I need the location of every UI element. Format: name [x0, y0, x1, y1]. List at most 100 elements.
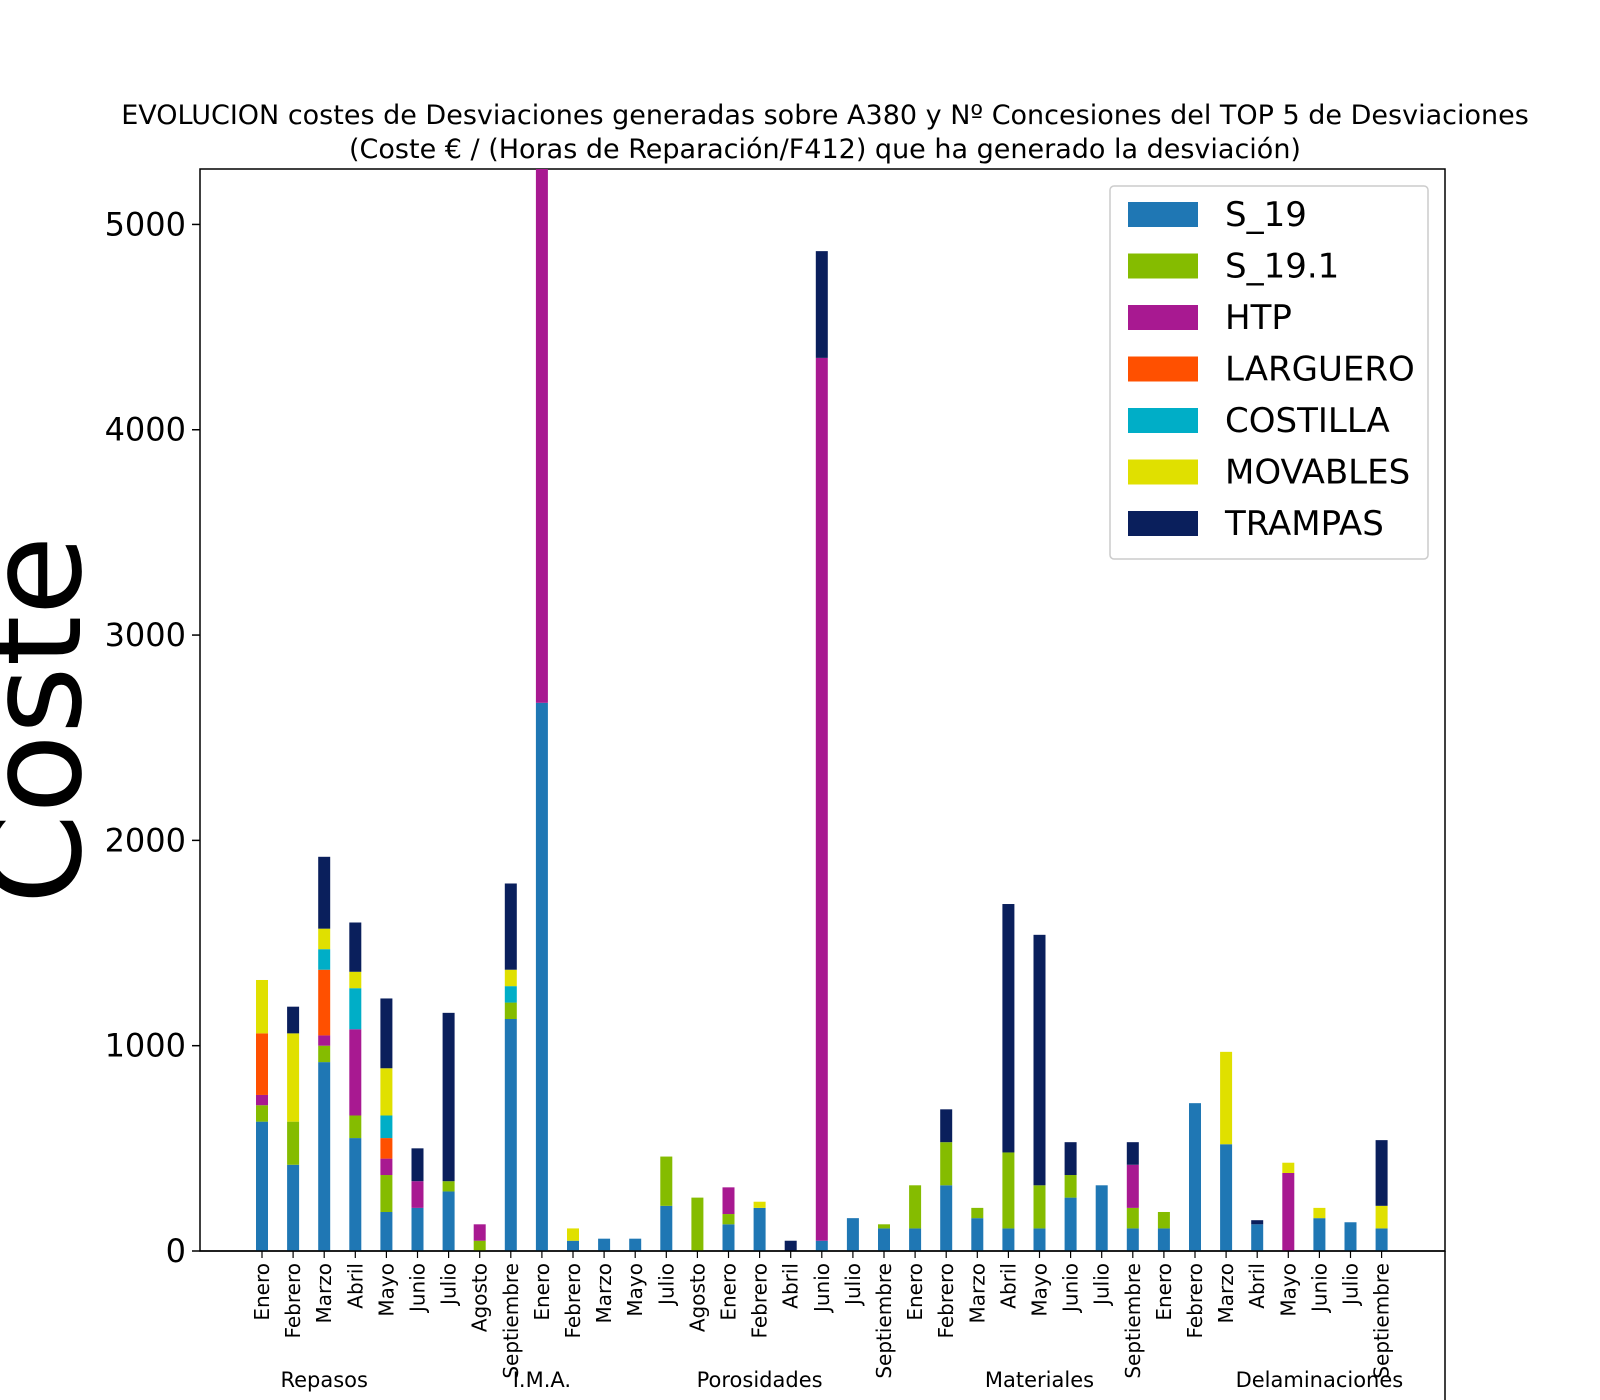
bar-segment-s-19-29 [1157, 1228, 1170, 1251]
group-labels: Repasos I.M.A. Porosidades Materiales Delami… [280, 1368, 1403, 1392]
x-tick-label-2: Marzo [312, 1263, 336, 1323]
bar-segment-larguero-2 [318, 969, 331, 1036]
bar-segment-htp-15 [722, 1187, 735, 1215]
legend-label-s-19-1: S_19.1 [1225, 247, 1339, 287]
bar-segment-htp-18 [815, 357, 828, 1241]
bar-segment-trampas-28 [1126, 1142, 1139, 1165]
x-tick-label-12: Mayo [623, 1263, 647, 1317]
bar-segment-trampas-22 [940, 1109, 953, 1143]
x-tick-label-32: Abril [1245, 1263, 1269, 1309]
legend-swatch-s-19-1 [1128, 253, 1198, 279]
bar-segment-movables-10 [567, 1228, 579, 1241]
x-tick-label-4: Mayo [374, 1263, 398, 1317]
x-tick-label-13: Julio [654, 1263, 678, 1307]
bar-segment-htp-33 [1282, 1172, 1295, 1251]
bar-segment-larguero-4 [380, 1138, 393, 1159]
x-tick-label-24: Abril [996, 1263, 1020, 1309]
bar-segment-s-19-1-29 [1157, 1211, 1170, 1229]
bar-segment-movables-0 [256, 979, 268, 1034]
x-tick-label-28: Septiembre [1121, 1263, 1145, 1379]
chart-subtitle: (Coste € / (Horas de Reparación/F412) qu… [349, 134, 1301, 165]
bar-segment-htp-5 [411, 1181, 424, 1208]
x-tick-label-11: Marzo [592, 1263, 616, 1323]
bar-segment-s-19-1-21 [909, 1185, 922, 1229]
x-tick-label-1: Febrero [281, 1263, 305, 1339]
x-tick-label-9: Enero [530, 1263, 554, 1321]
legend-label-larguero: LARGUERO [1225, 350, 1415, 390]
bar-segment-s-19-23 [971, 1218, 984, 1251]
bar-segment-costilla-3 [349, 988, 362, 1030]
bar-segment-s-19-9 [535, 702, 548, 1251]
bar-segment-s-19-13 [660, 1205, 673, 1251]
x-tick-label-31: Marzo [1214, 1263, 1238, 1323]
bar-segment-movables-4 [380, 1068, 393, 1116]
y-tick-label-4000: 4000 [105, 411, 186, 449]
bar-segment-trampas-24 [1002, 904, 1015, 1153]
x-tick-label-6: Julio [437, 1263, 461, 1307]
bar-segment-s-19-1-25 [1033, 1185, 1046, 1229]
legend: S_19 S_19.1 HTP LARGUERO COSTILLA MOVABLES TRA… [1109, 185, 1429, 560]
bar-segment-s-19-1-3 [349, 1115, 362, 1139]
bar-segment-larguero-0 [256, 1033, 268, 1095]
bar-segment-s-19-1-8 [504, 1002, 517, 1019]
bar-segment-s-19-1 [287, 1164, 300, 1251]
bar-segment-s-19-15 [722, 1224, 735, 1251]
bar-segment-trampas-4 [380, 998, 393, 1069]
bar-segment-htp-9 [535, 169, 548, 703]
bar-segment-s-19-1-7 [473, 1240, 486, 1251]
bar-segment-s-19-30 [1189, 1103, 1201, 1251]
bar-segment-s-19-35 [1344, 1222, 1357, 1251]
bar-segment-htp-7 [473, 1224, 486, 1241]
bar-segment-trampas-32 [1251, 1220, 1264, 1225]
bar-segment-s-19-5 [411, 1207, 424, 1251]
bar-segment-s-19-1-0 [256, 1105, 268, 1122]
bar-segment-htp-4 [380, 1158, 393, 1176]
legend-swatch-costilla [1128, 408, 1198, 433]
bar-segment-trampas-25 [1033, 934, 1046, 1186]
group-label-1: I.M.A. [513, 1368, 571, 1392]
bar-segment-s-19-25 [1033, 1228, 1046, 1251]
x-tick-label-3: Abril [343, 1263, 367, 1309]
bar-segment-trampas-17 [784, 1240, 797, 1251]
y-axis-label: Coste [0, 536, 111, 905]
bar-segment-trampas-6 [442, 1012, 455, 1182]
bar-segment-s-19-31 [1220, 1144, 1233, 1251]
x-tick-label-0: Enero [250, 1263, 274, 1321]
bar-segment-movables-34 [1313, 1207, 1326, 1219]
x-tick-label-34: Junio [1307, 1263, 1331, 1314]
bar-segment-s-19-1-28 [1126, 1207, 1139, 1229]
x-tick-label-20: Septiembre [872, 1263, 896, 1379]
bar-segment-s-19-1-4 [380, 1175, 393, 1212]
x-tick-label-16: Febrero [748, 1263, 772, 1339]
legend-label-htp: HTP [1225, 298, 1292, 338]
bar-segment-s-19-16 [753, 1207, 766, 1251]
x-tick-label-27: Julio [1090, 1263, 1114, 1307]
bar-segment-s-19-1-1 [287, 1121, 300, 1165]
x-tick-label-30: Febrero [1183, 1263, 1207, 1339]
bar-segment-movables-2 [318, 928, 331, 950]
y-tick-label-1000: 1000 [105, 1027, 186, 1065]
x-tick-label-19: Julio [841, 1263, 865, 1307]
bar-segment-trampas-3 [349, 922, 362, 972]
bar-segment-s-19-12 [629, 1238, 642, 1251]
bar-segment-trampas-18 [815, 251, 828, 358]
bar-segment-s-19-27 [1095, 1185, 1108, 1251]
bar-segment-s-19-1-20 [878, 1224, 890, 1229]
bar-segment-s-19-21 [909, 1228, 922, 1251]
bar-segment-s-19-0 [256, 1121, 268, 1251]
x-tick-label-26: Junio [1059, 1263, 1083, 1314]
bar-segment-s-19-10 [567, 1240, 579, 1251]
bar-segment-s-19-2 [318, 1062, 331, 1251]
chart-title: EVOLUCION costes de Desviaciones generad… [121, 100, 1529, 131]
legend-swatch-s-19 [1128, 202, 1198, 227]
bar-segment-s-19-26 [1064, 1197, 1077, 1251]
bar-segment-s-19-6 [442, 1191, 455, 1251]
legend-label-s-19: S_19 [1225, 195, 1307, 235]
legend-swatch-htp [1128, 305, 1198, 330]
bar-segment-costilla-8 [504, 986, 517, 1003]
bar-segment-trampas-26 [1064, 1142, 1077, 1176]
bar-segment-s-19-24 [1002, 1228, 1015, 1251]
bar-segment-s-19-34 [1313, 1218, 1326, 1251]
x-tick-label-29: Enero [1152, 1263, 1176, 1321]
